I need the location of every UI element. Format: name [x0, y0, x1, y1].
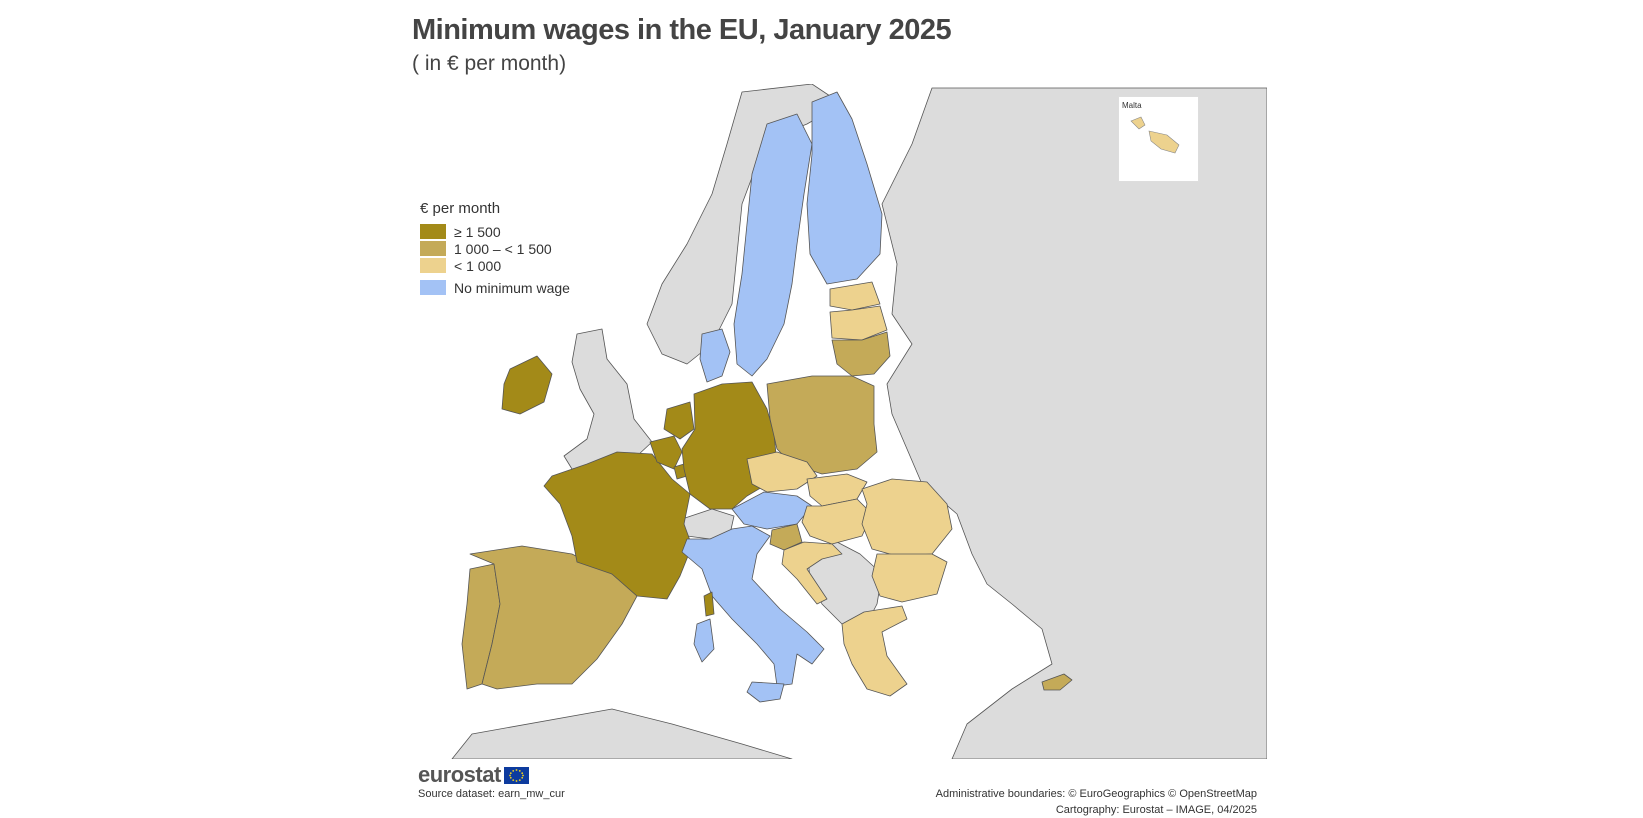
country-hungary[interactable]	[801, 498, 873, 545]
country-ireland[interactable]	[501, 355, 553, 415]
country-cyprus[interactable]	[1041, 673, 1073, 691]
map-area	[412, 84, 1267, 759]
source-dataset: Source dataset: earn_mw_cur	[418, 788, 565, 800]
eu-flag-icon	[503, 766, 529, 784]
country-italy-sardinia[interactable]	[693, 618, 715, 663]
country-lithuania[interactable]	[831, 331, 891, 377]
country-latvia[interactable]	[829, 305, 888, 341]
country-czechia[interactable]	[746, 451, 818, 493]
country-italy[interactable]	[681, 525, 825, 687]
eurostat-logo: eurostat	[418, 762, 529, 788]
country-belgium[interactable]	[649, 435, 683, 470]
country-finland[interactable]	[806, 91, 883, 285]
legend-swatch-high	[420, 224, 446, 239]
country-sweden[interactable]	[733, 113, 813, 377]
country-italy-sicily[interactable]	[746, 681, 785, 703]
legend-item-high: ≥ 1 500	[420, 223, 570, 240]
map-credits: Administrative boundaries: © EuroGeograp…	[936, 786, 1257, 818]
country-croatia[interactable]	[781, 541, 843, 605]
country-denmark[interactable]	[699, 328, 731, 383]
country-poland[interactable]	[766, 375, 878, 475]
legend-swatch-mid	[420, 241, 446, 256]
country-netherlands[interactable]	[663, 401, 695, 440]
legend-label-none: No minimum wage	[454, 279, 570, 296]
legend-label-mid: 1 000 – < 1 500	[454, 240, 552, 257]
malta-shape[interactable]	[1130, 116, 1180, 154]
non-eu-north-africa	[451, 708, 793, 759]
country-estonia[interactable]	[829, 281, 881, 311]
legend-label-low: < 1 000	[454, 257, 502, 274]
map-legend: € per month ≥ 1 500 1 000 – < 1 500 < 1 …	[420, 200, 570, 296]
legend-swatch-low	[420, 258, 446, 273]
non-eu-uk	[563, 328, 653, 470]
logo-text: eurostat	[418, 762, 501, 787]
legend-item-mid: 1 000 – < 1 500	[420, 240, 570, 257]
country-greece[interactable]	[841, 605, 908, 697]
europe-map	[451, 84, 1267, 759]
map-subtitle: ( in € per month)	[412, 52, 567, 75]
island-corsica[interactable]	[703, 591, 715, 617]
legend-label-high: ≥ 1 500	[454, 223, 501, 240]
country-france[interactable]	[543, 451, 693, 600]
non-eu-land-east	[881, 87, 1267, 759]
map-title: Minimum wages in the EU, January 2025	[412, 14, 952, 46]
legend-swatch-none	[420, 280, 446, 295]
credits-cartography: Cartography: Eurostat – IMAGE, 04/2025	[1055, 804, 1257, 816]
legend-item-low: < 1 000	[420, 257, 570, 274]
legend-item-none: No minimum wage	[420, 279, 570, 296]
legend-title: € per month	[420, 200, 501, 217]
malta-inset: Malta	[1118, 96, 1199, 182]
credits-boundaries: Administrative boundaries: © EuroGeograp…	[935, 788, 1257, 800]
inset-label: Malta	[1122, 101, 1142, 110]
country-bulgaria[interactable]	[871, 553, 948, 603]
malta-map	[1130, 116, 1180, 154]
